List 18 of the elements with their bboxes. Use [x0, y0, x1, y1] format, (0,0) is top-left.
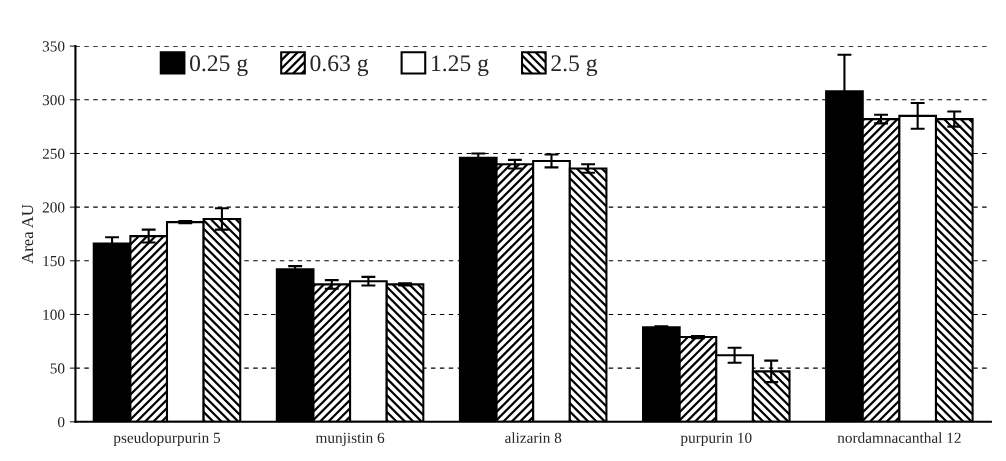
- x-tick-label: pseudopurpurin 5: [113, 432, 221, 447]
- legend-label: 2.5 g: [551, 55, 598, 77]
- legend-label: 0.63 g: [310, 55, 369, 77]
- legend-label: 0.25 g: [190, 55, 248, 77]
- y-tick-label: 100: [43, 309, 65, 320]
- y-tick-label: 350: [42, 41, 65, 52]
- x-tick-label: purpurin 10: [680, 432, 752, 447]
- legend-label: 1.25 g: [432, 55, 489, 77]
- x-tick-label: munjistin 6: [315, 432, 385, 447]
- y-tick-label: 200: [42, 202, 65, 213]
- y-tick-label: 150: [43, 255, 65, 267]
- y-tick-label: 50: [50, 363, 65, 374]
- y-axis-title: Area AU: [22, 204, 34, 264]
- y-tick-label: 250: [42, 148, 65, 159]
- x-tick-label: nordamnacanthal 12: [837, 432, 961, 443]
- y-tick-label: 0: [57, 416, 65, 428]
- x-tick-label: alizarin 8: [505, 432, 562, 443]
- y-tick-label: 300: [42, 94, 65, 106]
